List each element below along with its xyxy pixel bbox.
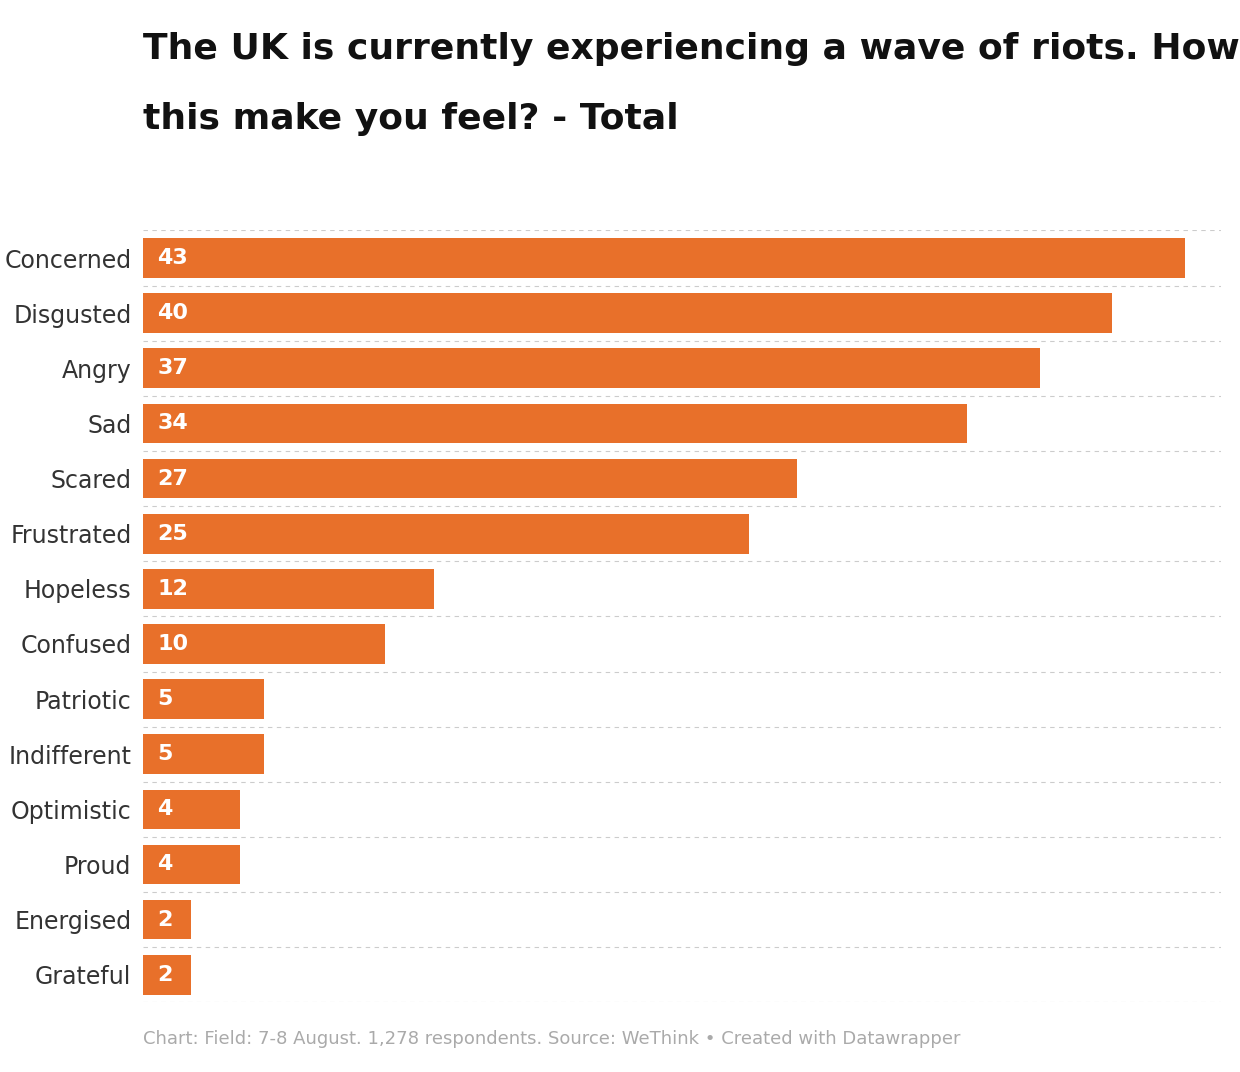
Text: 4: 4: [157, 800, 172, 819]
Bar: [143, 513, 749, 553]
Text: 43: 43: [157, 248, 188, 268]
Bar: [143, 403, 967, 444]
Text: 5: 5: [157, 689, 172, 709]
Bar: [143, 845, 239, 884]
Bar: [143, 294, 1112, 333]
Text: 10: 10: [157, 634, 188, 654]
Text: 40: 40: [157, 303, 188, 323]
Text: 25: 25: [157, 524, 188, 544]
Bar: [143, 680, 264, 719]
Bar: [143, 789, 239, 830]
Text: 34: 34: [157, 414, 188, 433]
Text: 2: 2: [157, 910, 172, 929]
Text: 2: 2: [157, 965, 172, 985]
Bar: [143, 955, 191, 995]
Bar: [143, 734, 264, 774]
Text: this make you feel? - Total: this make you feel? - Total: [143, 102, 678, 136]
Bar: [143, 899, 191, 939]
Text: 37: 37: [157, 358, 188, 378]
Text: 12: 12: [157, 579, 188, 599]
Text: 27: 27: [157, 468, 188, 489]
Text: Chart: Field: 7-8 August. 1,278 respondents. Source: WeThink • Created with Data: Chart: Field: 7-8 August. 1,278 responde…: [143, 1030, 960, 1048]
Text: 4: 4: [157, 854, 172, 875]
Bar: [143, 348, 1039, 388]
Bar: [143, 238, 1185, 278]
Text: 5: 5: [157, 744, 172, 764]
Bar: [143, 624, 386, 664]
Text: The UK is currently experiencing a wave of riots. How does: The UK is currently experiencing a wave …: [143, 32, 1240, 66]
Bar: [143, 569, 434, 609]
Bar: [143, 459, 797, 498]
